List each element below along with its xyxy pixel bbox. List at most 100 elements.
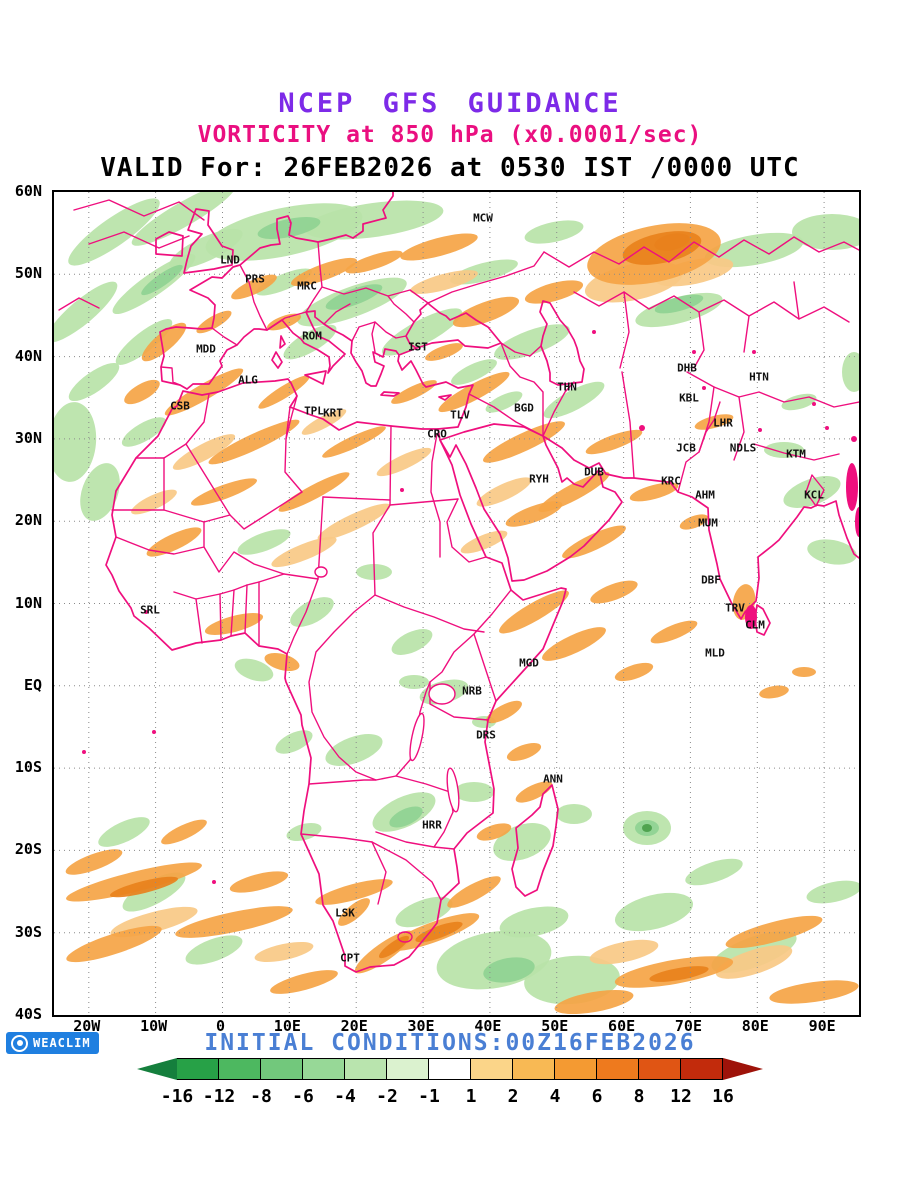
border-line xyxy=(372,504,391,596)
coastline-sicily xyxy=(304,370,327,385)
vorticity-patch xyxy=(460,530,508,554)
vorticity-patch xyxy=(131,192,237,246)
colorbar-tick-label: -6 xyxy=(292,1086,314,1107)
colorbar-segment xyxy=(137,1058,177,1080)
border-line xyxy=(429,633,475,683)
vorticity-patch xyxy=(301,409,347,435)
vorticity-patch xyxy=(54,402,97,482)
border-line xyxy=(323,303,351,325)
contour-speck xyxy=(846,463,858,511)
vorticity-patch xyxy=(499,906,569,938)
border-line xyxy=(753,443,840,461)
border-line xyxy=(371,841,442,901)
vorticity-patch xyxy=(486,700,522,724)
vorticity-patch xyxy=(515,781,553,803)
border-line xyxy=(371,841,387,905)
border-line xyxy=(621,371,635,479)
colorbar-segment xyxy=(429,1058,471,1080)
vorticity-patch xyxy=(389,806,423,828)
contour-speck xyxy=(855,507,859,537)
border-line xyxy=(573,291,850,323)
vorticity-patch xyxy=(80,463,120,521)
weaclim-logo-icon xyxy=(11,1034,28,1052)
vorticity-patch xyxy=(376,447,432,477)
vorticity-patch xyxy=(115,319,173,365)
vorticity-patch xyxy=(290,257,358,287)
vorticity-patch xyxy=(121,417,167,447)
y-axis-label: 50N xyxy=(14,264,42,283)
lake-outline xyxy=(314,566,328,578)
colorbar-segment xyxy=(639,1058,681,1080)
vorticity-patch xyxy=(141,264,183,296)
vorticity-patch xyxy=(317,503,391,541)
coastline-arabia xyxy=(439,423,623,582)
coastline-mediterranean-europe xyxy=(186,310,400,390)
vorticity-patch xyxy=(614,662,654,682)
border-line xyxy=(160,366,181,386)
border-line xyxy=(88,231,190,249)
vorticity-patch xyxy=(494,324,570,360)
colorbar-tick-label: -1 xyxy=(418,1086,440,1107)
colorbar-tick-label: -2 xyxy=(376,1086,398,1107)
vorticity-patch xyxy=(131,489,177,515)
colorbar xyxy=(137,1058,763,1080)
y-axis-label: EQ xyxy=(23,675,42,694)
x-axis-label: 90E xyxy=(808,1017,836,1035)
map-plot-area: MCW LND PRS MRC ROM IST MDD ALG CSB TPL KRT TLV CRO B… xyxy=(52,190,861,1017)
vorticity-patch xyxy=(164,368,244,416)
x-axis-label: 70E xyxy=(674,1017,702,1035)
vorticity-patch xyxy=(783,476,841,508)
coastlines-layer xyxy=(105,192,859,973)
colorbar-tick-label: -8 xyxy=(250,1086,272,1107)
colorbar-segment xyxy=(555,1058,597,1080)
border-line xyxy=(173,573,285,600)
lake-outline xyxy=(446,767,460,813)
grid-layer xyxy=(54,192,859,1015)
vorticity-patch xyxy=(185,935,243,965)
vorticity-patch xyxy=(68,362,120,402)
vorticity-patch xyxy=(322,426,386,458)
border-line xyxy=(195,598,203,644)
x-axis-label: 30E xyxy=(407,1017,435,1035)
vorticity-patch xyxy=(649,966,709,982)
vorticity-patch xyxy=(191,478,257,506)
contour-speck xyxy=(82,750,86,754)
border-line xyxy=(619,291,630,369)
vorticity-patch xyxy=(447,876,501,908)
contour-speck xyxy=(212,880,216,884)
border-line xyxy=(500,342,544,437)
colorbar-tick-label: 12 xyxy=(670,1086,692,1107)
coastline-atlantic-europe xyxy=(159,192,394,390)
contour-speck xyxy=(144,610,148,614)
coastline-ireland xyxy=(155,231,184,257)
vorticity-patch xyxy=(792,667,816,677)
border-line xyxy=(58,297,100,311)
vorticity-patch xyxy=(629,482,679,502)
colorbar-labels: -16 -12 -8 -6 -4 -2 -1 1 2 4 6 8 12 16 xyxy=(137,1086,763,1108)
vorticity-patch xyxy=(66,862,202,902)
border-line xyxy=(693,311,705,369)
y-axis-label: 30N xyxy=(14,428,42,447)
contour-speck xyxy=(692,350,696,354)
vorticity-patch xyxy=(146,527,202,557)
border-line xyxy=(73,199,205,221)
vorticity-patch xyxy=(175,906,293,938)
border-line xyxy=(805,474,825,507)
border-line xyxy=(300,833,373,843)
vorticity-patch xyxy=(65,849,123,875)
vorticity-patch xyxy=(381,308,463,356)
vorticity-patch xyxy=(654,294,704,314)
vorticity-patch xyxy=(483,957,535,983)
vorticity-patch xyxy=(141,322,187,362)
border-line xyxy=(322,496,391,501)
vorticity-patch xyxy=(172,434,236,470)
vorticity-patch xyxy=(725,915,823,949)
vorticity-patch xyxy=(654,257,734,287)
weaclim-label: WEACLIM xyxy=(33,1036,91,1050)
borders-layer xyxy=(58,199,859,905)
vorticity-patch xyxy=(476,477,532,507)
colorbar-segment xyxy=(513,1058,555,1080)
border-line xyxy=(427,251,545,304)
vorticity-patch xyxy=(764,442,804,458)
